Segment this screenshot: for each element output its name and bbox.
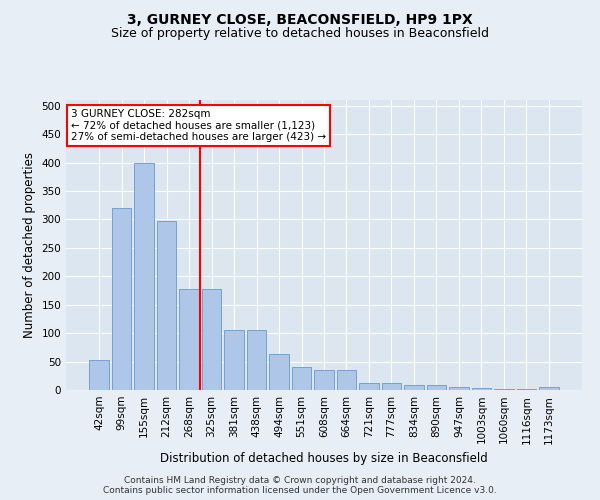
Bar [314,370,334,390]
Y-axis label: Number of detached properties: Number of detached properties [23,152,36,338]
Bar [337,370,356,390]
X-axis label: Distribution of detached houses by size in Beaconsfield: Distribution of detached houses by size … [160,452,488,465]
Bar [224,330,244,390]
Bar [472,388,491,390]
Text: Size of property relative to detached houses in Beaconsfield: Size of property relative to detached ho… [111,28,489,40]
Bar [134,162,154,390]
Bar [404,386,424,390]
Bar [157,220,176,390]
Bar [179,289,199,390]
Bar [427,386,446,390]
Bar [359,382,379,390]
Bar [449,387,469,390]
Bar [269,354,289,390]
Text: 3 GURNEY CLOSE: 282sqm
← 72% of detached houses are smaller (1,123)
27% of semi-: 3 GURNEY CLOSE: 282sqm ← 72% of detached… [71,108,326,142]
Text: 3, GURNEY CLOSE, BEACONSFIELD, HP9 1PX: 3, GURNEY CLOSE, BEACONSFIELD, HP9 1PX [127,12,473,26]
Bar [202,289,221,390]
Bar [382,383,401,390]
Bar [247,330,266,390]
Bar [539,387,559,390]
Text: Contains HM Land Registry data © Crown copyright and database right 2024.
Contai: Contains HM Land Registry data © Crown c… [103,476,497,495]
Bar [112,208,131,390]
Bar [292,366,311,390]
Bar [89,360,109,390]
